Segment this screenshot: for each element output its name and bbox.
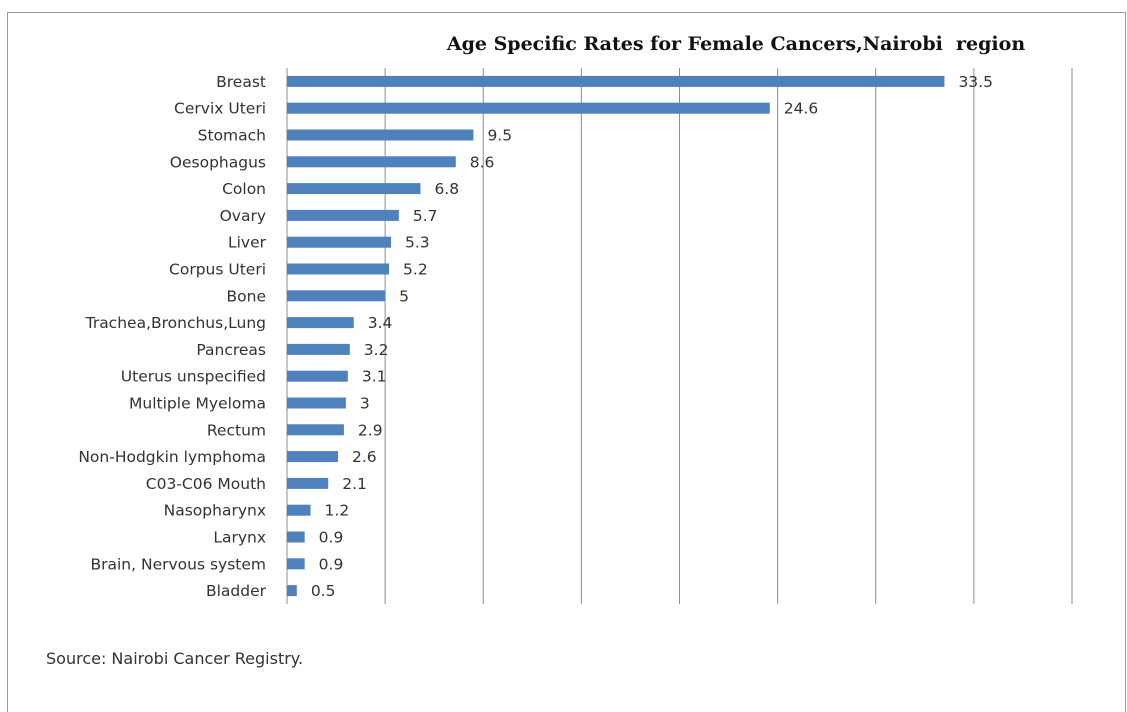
category-label: Rectum [207, 421, 266, 439]
bar [287, 156, 456, 168]
category-label: Cervix Uteri [174, 100, 266, 118]
data-label: 24.6 [784, 100, 819, 118]
category-label: Colon [222, 180, 266, 198]
bar-chart: Age Specific Rates for Female Cancers,Na… [46, 33, 1073, 668]
category-label: Bladder [206, 582, 267, 600]
category-label: Brain, Nervous system [90, 555, 266, 573]
category-label: Trachea,Bronchus,Lung [85, 314, 266, 332]
bar [287, 236, 392, 248]
bar [287, 477, 329, 489]
gridlines [286, 68, 1073, 604]
chart-frame [7, 12, 1126, 712]
bar [287, 317, 354, 329]
data-label: 5.2 [403, 261, 428, 279]
data-label: 0.9 [319, 555, 344, 573]
bar [287, 129, 474, 141]
data-label: 3.1 [362, 368, 387, 386]
category-label: Stomach [198, 127, 266, 145]
category-label: Nasopharynx [164, 502, 266, 520]
bars [287, 75, 945, 597]
data-label: 6.8 [434, 180, 459, 198]
bar [287, 343, 350, 355]
bar [287, 183, 421, 195]
data-label: 2.9 [358, 421, 383, 439]
category-label: Non-Hodgkin lymphoma [78, 448, 266, 466]
data-label: 1.2 [325, 502, 350, 520]
bar [287, 451, 339, 463]
data-label: 5.7 [413, 207, 438, 225]
data-label: 5 [399, 287, 409, 305]
data-label: 2.6 [352, 448, 377, 466]
data-label: 5.3 [405, 234, 430, 252]
data-label: 0.9 [319, 529, 344, 547]
category-label: Multiple Myeloma [129, 395, 266, 413]
chart-title: Age Specific Rates for Female Cancers,Na… [446, 33, 1025, 55]
bar [287, 209, 399, 221]
category-label: Liver [228, 234, 267, 252]
data-label: 0.5 [311, 582, 336, 600]
bar [287, 585, 297, 597]
category-label: Oesophagus [170, 153, 266, 171]
category-label: C03-C06 Mouth [146, 475, 266, 493]
data-label: 9.5 [487, 127, 512, 145]
category-labels: Breast Cervix Uteri Stomach Oesophagus Colon… [78, 73, 266, 600]
data-label: 3.4 [368, 314, 393, 332]
category-label: Ovary [220, 207, 266, 225]
bar [287, 102, 770, 114]
category-label: Larynx [213, 529, 266, 547]
bar [287, 75, 945, 87]
source-note: Source: Nairobi Cancer Registry. [46, 649, 303, 668]
category-label: Bone [227, 287, 266, 305]
category-label: Uterus unspecified [121, 368, 266, 386]
bar [287, 531, 305, 543]
value-labels: 33.5 24.6 9.5 8.6 6.8 5.7 5.3 5.2 5 3.4 3.2 3.1 3 2.9… [311, 73, 993, 600]
data-label: 2.1 [342, 475, 367, 493]
category-label: Pancreas [196, 341, 266, 359]
bar [287, 290, 386, 302]
bar [287, 397, 346, 409]
category-label: Breast [216, 73, 266, 91]
bar [287, 558, 305, 570]
data-label: 3.2 [364, 341, 389, 359]
bar [287, 263, 390, 275]
bar [287, 504, 311, 516]
category-label: Corpus Uteri [169, 261, 266, 279]
bar [287, 370, 348, 382]
data-label: 8.6 [470, 153, 495, 171]
bar [287, 424, 344, 436]
data-label: 33.5 [958, 73, 993, 91]
data-label: 3 [360, 395, 370, 413]
